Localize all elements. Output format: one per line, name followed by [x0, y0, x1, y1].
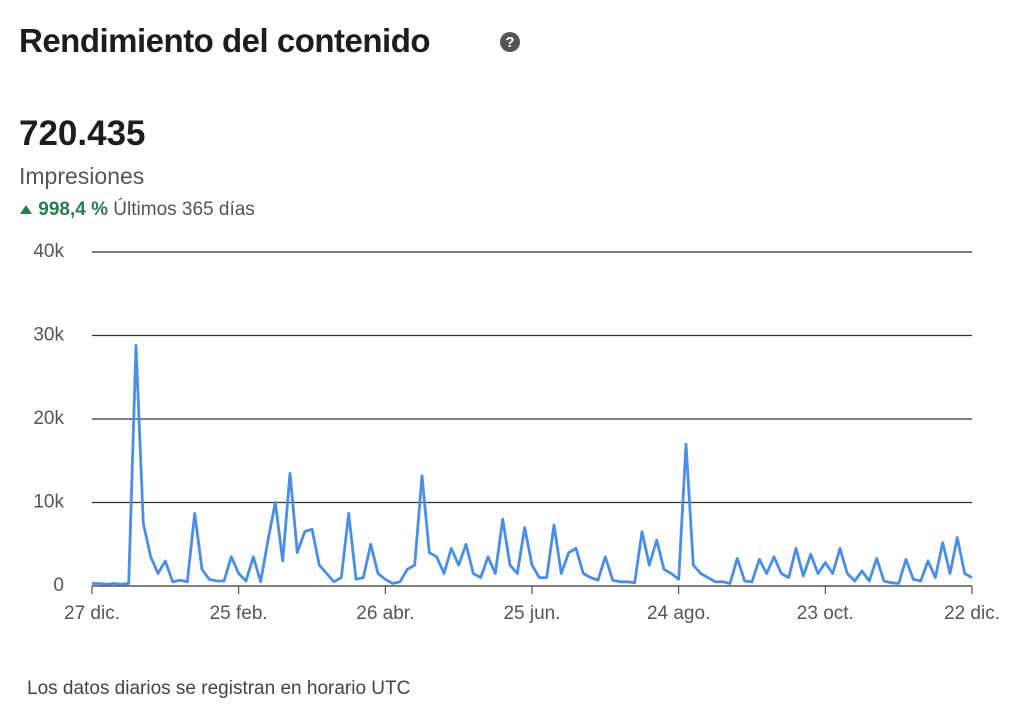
x-tick-label: 23 oct. [797, 603, 854, 624]
help-icon[interactable]: ? [498, 30, 522, 54]
y-tick-label: 20k [33, 408, 64, 429]
x-tick-label: 22 dic. [944, 603, 1000, 624]
x-tick-label: 25 feb. [210, 603, 268, 624]
y-tick-label: 30k [33, 325, 64, 346]
y-tick-label: 10k [33, 492, 64, 513]
x-tick-label: 27 dic. [64, 603, 120, 624]
title: Rendimiento del contenido [19, 22, 431, 59]
x-tick-label: 26 abr. [356, 603, 414, 624]
change-value: 998,4 % [38, 199, 109, 220]
total-value: 720.435 [19, 114, 146, 153]
up-arrow [20, 205, 32, 214]
x-tick-label: 24 ago. [647, 603, 710, 624]
period: Últimos 365 días [113, 199, 255, 220]
change-row: 998,4 % Últimos 365 días [19, 199, 255, 221]
footer-note: Los datos diarios se registran en horari… [27, 678, 411, 699]
series-line [92, 344, 973, 586]
x-tick-label: 25 jun. [503, 603, 560, 624]
y-tick-label: 0 [53, 575, 64, 596]
metric-label: Impresiones [19, 163, 145, 189]
y-tick-label: 40k [33, 241, 64, 262]
svg-text:?: ? [505, 34, 514, 51]
